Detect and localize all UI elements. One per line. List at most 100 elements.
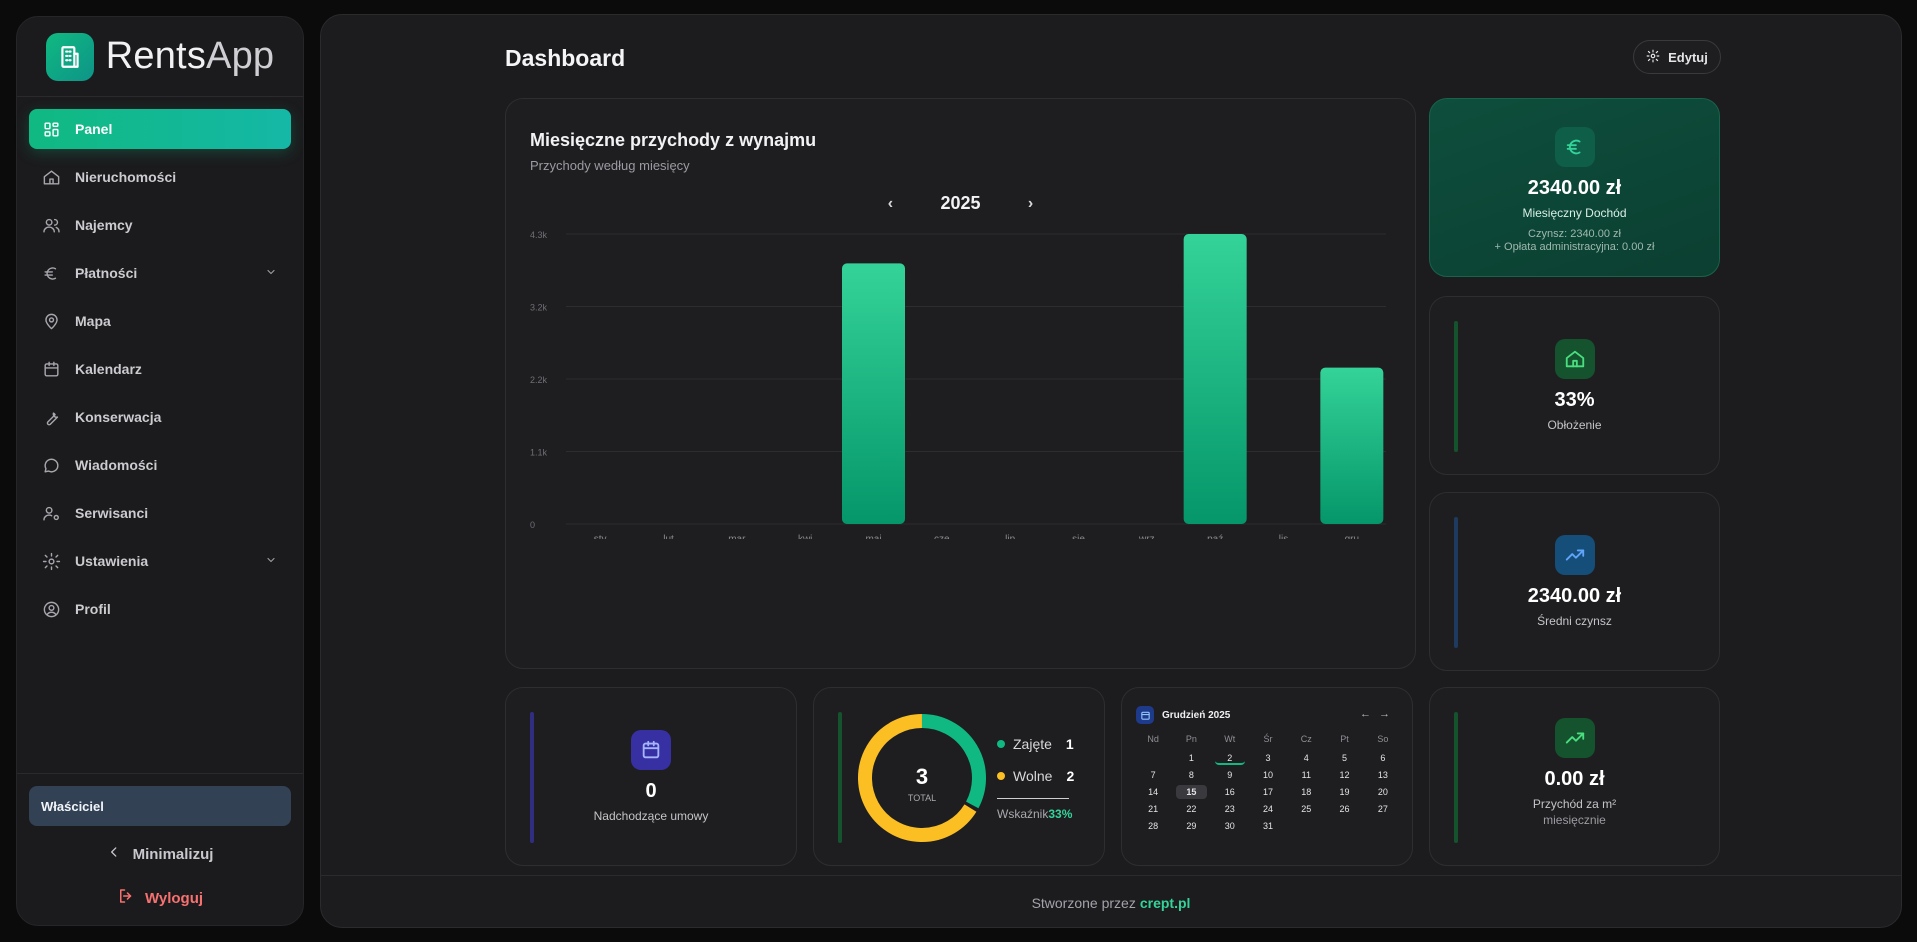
minimize-label: Minimalizuj [132, 845, 214, 863]
bar-paź[interactable] [1183, 234, 1247, 524]
calendar-day[interactable]: 16 [1224, 787, 1235, 797]
calendar-day[interactable]: 13 [1377, 770, 1388, 780]
sidebar-item-platnosci[interactable]: Płatności [29, 253, 291, 293]
calendar-day[interactable]: 8 [1188, 770, 1194, 780]
calendar-day[interactable]: 11 [1301, 770, 1311, 780]
calendar-day[interactable]: 15 [1176, 785, 1207, 799]
x-tick-label: maj [865, 534, 881, 539]
income-card[interactable]: 2340.00 zł Miesięczny Dochód Czynsz: 234… [1429, 98, 1720, 277]
per-m2-sublabel: miesięcznie [1543, 813, 1606, 827]
calendar-day[interactable]: 14 [1148, 787, 1159, 797]
sidebar-item-konserwacja[interactable]: Konserwacja [29, 397, 291, 437]
logout-label: Wyloguj [144, 889, 204, 907]
calendar-day[interactable]: 12 [1339, 770, 1350, 780]
occupancy-card[interactable]: 33% Obłożenie [1429, 296, 1720, 475]
calendar-day[interactable]: 18 [1301, 787, 1312, 797]
y-tick-label: 2.2k [530, 375, 548, 385]
calendar-card: Grudzień 2025 ←→ Nd Pn Wt Śr Cz Pt So 1 2 3 4 5 6 7 8 9… [1121, 687, 1413, 866]
calendar-day[interactable]: 28 [1148, 821, 1159, 831]
sidebar-item-profil[interactable]: Profil [29, 589, 291, 629]
upcoming-contracts-card[interactable]: 0 Nadchodzące umowy [505, 687, 797, 866]
calendar-day[interactable]: 22 [1186, 804, 1197, 814]
euro-icon [41, 263, 61, 283]
calendar-day[interactable]: 30 [1224, 821, 1235, 831]
occupancy-value: 33% [1554, 389, 1595, 411]
sidebar-item-serwisanci[interactable]: Serwisanci [29, 493, 291, 533]
sidebar-nav: Panel Nieruchomości Najemcy Płatności Mapa Ka… [17, 97, 303, 649]
calendar-day[interactable]: 27 [1377, 804, 1388, 814]
x-tick-label: wrz [1138, 534, 1155, 539]
sidebar-item-mapa[interactable]: Mapa [29, 301, 291, 341]
occupancy-donut-card[interactable]: 3 TOTAL Zajęte 1 Wolne 2 Wskaźnik33% [813, 687, 1105, 866]
weekday-label: Pn [1185, 734, 1197, 744]
calendar-day[interactable]: 7 [1150, 770, 1156, 780]
calendar-day[interactable]: 31 [1262, 821, 1273, 831]
x-tick-label: kwi [798, 534, 812, 539]
brand[interactable]: RentsApp [17, 17, 303, 97]
weekday-label: Wt [1224, 734, 1236, 744]
sidebar-item-label: Panel [75, 121, 113, 137]
arrow-right-icon[interactable]: → [1379, 708, 1398, 720]
edit-button[interactable]: Edytuj [1633, 40, 1721, 74]
per-m2-label: Przychód za m² [1532, 797, 1617, 811]
chevron-down-icon[interactable] [265, 554, 277, 569]
chart-title: Miesięczne przychody z wynajmu [530, 130, 817, 150]
calendar-day[interactable]: 26 [1339, 804, 1350, 814]
chevron-down-icon[interactable] [265, 266, 277, 281]
calendar-day[interactable]: 9 [1227, 770, 1233, 780]
per-m2-card[interactable]: 0.00 zł Przychód za m² miesięcznie [1429, 687, 1720, 866]
calendar-day[interactable]: 17 [1262, 787, 1273, 797]
footer-link[interactable]: crept.pl [1139, 894, 1191, 911]
minimize-button[interactable]: Minimalizuj [29, 834, 291, 874]
accent-bar [1454, 517, 1458, 648]
calendar-day[interactable]: 1 [1188, 753, 1194, 763]
calendar-day[interactable]: 4 [1303, 753, 1309, 763]
sidebar-item-nieruchomosci[interactable]: Nieruchomości [29, 157, 291, 197]
occupancy-label: Obłożenie [1547, 418, 1602, 432]
year-label: 2025 [940, 193, 981, 213]
calendar-day[interactable]: 29 [1186, 821, 1197, 831]
edit-label: Edytuj [1668, 49, 1708, 65]
brand-name: RentsApp [105, 35, 275, 77]
revenue-chart-card: Miesięczne przychody z wynajmu Przychody… [505, 98, 1416, 669]
calendar-day[interactable]: 10 [1262, 770, 1273, 780]
sidebar-item-najemcy[interactable]: Najemcy [29, 205, 291, 245]
main-panel: Dashboard Edytuj Miesięczne przychody z … [320, 14, 1902, 928]
chevron-left-icon[interactable]: ‹ [887, 194, 894, 212]
calendar-day[interactable]: 19 [1339, 787, 1350, 797]
arrow-left-icon[interactable]: ← [1360, 708, 1379, 720]
bar-gru[interactable] [1320, 367, 1384, 524]
chevron-right-icon[interactable]: › [1027, 194, 1034, 212]
bar-maj[interactable] [842, 263, 905, 524]
calendar-day[interactable]: 24 [1262, 804, 1273, 814]
sidebar-item-wiadomosci[interactable]: Wiadomości [29, 445, 291, 485]
avg-rent-card[interactable]: 2340.00 zł Średni czynsz [1429, 492, 1720, 671]
sidebar-item-kalendarz[interactable]: Kalendarz [29, 349, 291, 389]
sidebar-item-panel[interactable]: Panel [29, 109, 291, 149]
users-icon [41, 215, 61, 235]
sidebar-item-label: Płatności [75, 265, 138, 281]
donut-slice-occupied[interactable] [921, 714, 986, 809]
accent-bar [1454, 712, 1458, 843]
calendar-day[interactable]: 25 [1301, 804, 1312, 814]
role-badge[interactable]: Właściciel [29, 786, 291, 826]
calendar-day[interactable]: 5 [1342, 753, 1348, 763]
calendar-day[interactable]: 21 [1148, 804, 1159, 814]
donut-slice-free[interactable] [858, 714, 977, 842]
avg-rent-label: Średni czynsz [1537, 614, 1612, 628]
occupied-label: Zajęte [1013, 736, 1052, 752]
wrench-icon [41, 407, 61, 427]
sidebar-item-label: Wiadomości [75, 457, 158, 473]
calendar-day[interactable]: 20 [1377, 787, 1388, 797]
calendar-day[interactable]: 6 [1380, 753, 1386, 763]
chevron-left-icon [107, 845, 121, 863]
calendar-day[interactable]: 23 [1224, 804, 1235, 814]
sidebar-item-ustawienia[interactable]: Ustawienia [29, 541, 291, 581]
calendar-day[interactable]: 2 [1214, 751, 1245, 765]
calendar-day[interactable]: 3 [1265, 753, 1271, 763]
calendar-empty [1138, 751, 1168, 765]
weekday-label: Pt [1340, 734, 1349, 744]
logout-button[interactable]: Wyloguj [29, 878, 291, 918]
footer: Stworzone przez crept.pl [321, 875, 1901, 929]
calendar-icon [631, 730, 671, 770]
